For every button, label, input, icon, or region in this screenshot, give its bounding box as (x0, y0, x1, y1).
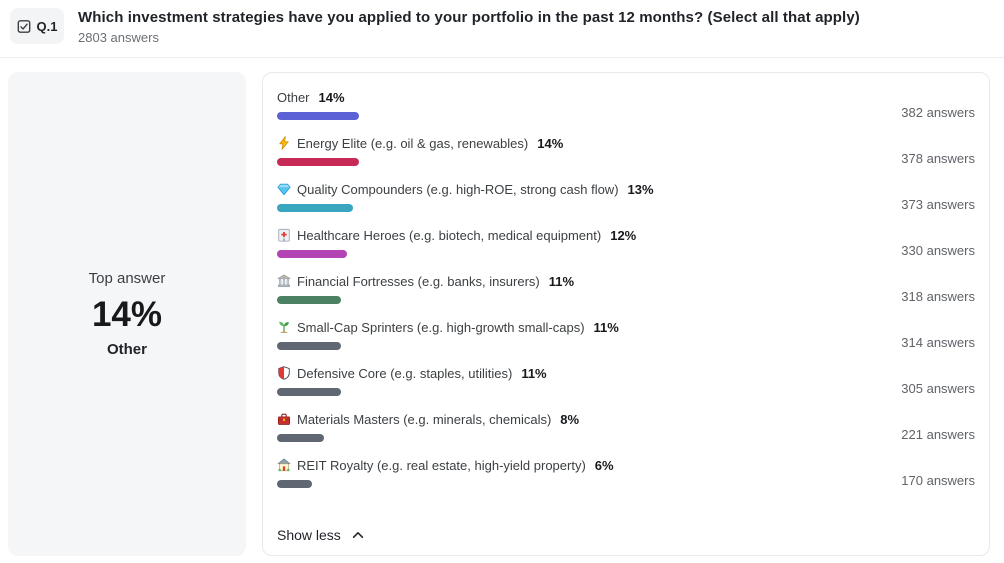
answer-bar (277, 434, 324, 442)
answer-percent: 12% (610, 227, 637, 243)
answer-bar (277, 204, 354, 212)
answer-count: 382 answers (901, 105, 975, 120)
answer-bar (277, 296, 342, 304)
results-list: Other 14% 382 answers Energy Elite (e.g.… (277, 89, 975, 488)
result-row: Defensive Core (e.g. staples, utilities)… (277, 365, 975, 396)
toolbox-icon (277, 412, 291, 426)
gem-icon (277, 182, 291, 196)
answer-percent: 6% (594, 457, 614, 473)
top-answer-name: Other (106, 341, 147, 358)
chevron-up-icon (351, 528, 365, 542)
answer-label: Other (277, 89, 310, 105)
answer-label: Financial Fortresses (e.g. banks, insure… (297, 273, 540, 289)
top-answer-label: Top answer (88, 270, 166, 287)
answer-label: Small-Cap Sprinters (e.g. high-growth sm… (297, 319, 585, 335)
result-row: Financial Fortresses (e.g. banks, insure… (277, 273, 975, 304)
result-row: Other 14% 382 answers (277, 89, 975, 120)
top-answer-card: Top answer 14% Other (8, 72, 246, 556)
top-answer-percent: 14% (91, 295, 163, 334)
checkbox-checked-icon (17, 19, 31, 33)
result-row: Small-Cap Sprinters (e.g. high-growth sm… (277, 319, 975, 350)
answer-count: 378 answers (901, 151, 975, 166)
question-number-badge: Q.1 (10, 8, 64, 44)
answer-count: 221 answers (901, 427, 975, 442)
shield-icon (277, 366, 291, 380)
answer-label: Quality Compounders (e.g. high-ROE, stro… (297, 181, 619, 197)
answer-bar (277, 112, 360, 120)
answer-bar (277, 480, 313, 488)
answer-percent: 8% (560, 411, 580, 427)
question-number: Q.1 (36, 18, 58, 34)
answer-label: Energy Elite (e.g. oil & gas, renewables… (297, 135, 529, 151)
answer-bar (277, 388, 342, 396)
show-less-button[interactable]: Show less (277, 527, 365, 543)
answer-count: 330 answers (901, 243, 975, 258)
hospital-icon (277, 228, 291, 242)
question-header: Q.1 Which investment strategies have you… (0, 0, 1004, 58)
result-row: Materials Masters (e.g. minerals, chemic… (277, 411, 975, 442)
show-less-label: Show less (277, 527, 341, 543)
question-title: Which investment strategies have you app… (78, 9, 860, 26)
result-row: Healthcare Heroes (e.g. biotech, medical… (277, 227, 975, 258)
answer-bar (277, 250, 348, 258)
answer-count: 314 answers (901, 335, 975, 350)
answer-count: 318 answers (901, 289, 975, 304)
answer-percent: 13% (627, 181, 654, 197)
answer-label: REIT Royalty (e.g. real estate, high-yie… (297, 457, 586, 473)
answer-percent: 14% (537, 135, 564, 151)
answer-label: Materials Masters (e.g. minerals, chemic… (297, 411, 552, 427)
question-answer-count: 2803 answers (78, 30, 159, 45)
house-icon (277, 458, 291, 472)
result-row: Energy Elite (e.g. oil & gas, renewables… (277, 135, 975, 166)
result-row: Quality Compounders (e.g. high-ROE, stro… (277, 181, 975, 212)
answer-percent: 14% (318, 89, 345, 105)
results-card: Other 14% 382 answers Energy Elite (e.g.… (262, 72, 990, 556)
bank-icon (277, 274, 291, 288)
answer-label: Defensive Core (e.g. staples, utilities) (297, 365, 513, 381)
answer-count: 170 answers (901, 473, 975, 488)
result-row: REIT Royalty (e.g. real estate, high-yie… (277, 457, 975, 488)
seedling-icon (277, 320, 291, 334)
answer-count: 373 answers (901, 197, 975, 212)
answer-percent: 11% (593, 319, 619, 335)
answer-bar (277, 158, 360, 166)
answer-bar (277, 342, 342, 350)
answer-label: Healthcare Heroes (e.g. biotech, medical… (297, 227, 602, 243)
answer-count: 305 answers (901, 381, 975, 396)
answer-percent: 11% (521, 365, 547, 381)
answer-percent: 11% (548, 273, 575, 289)
lightning-icon (277, 136, 291, 150)
